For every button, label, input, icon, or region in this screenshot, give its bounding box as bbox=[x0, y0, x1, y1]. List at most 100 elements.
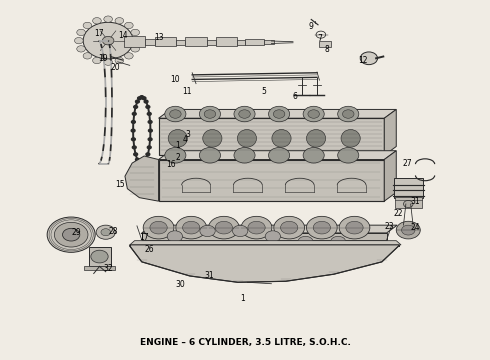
Text: 16: 16 bbox=[166, 159, 175, 168]
Text: 29: 29 bbox=[71, 229, 81, 238]
Circle shape bbox=[104, 16, 113, 22]
Circle shape bbox=[233, 225, 248, 237]
Circle shape bbox=[142, 97, 146, 100]
Circle shape bbox=[140, 96, 144, 99]
Circle shape bbox=[140, 163, 144, 166]
Circle shape bbox=[199, 148, 220, 163]
Circle shape bbox=[146, 105, 150, 108]
Circle shape bbox=[115, 57, 123, 64]
Polygon shape bbox=[245, 39, 264, 45]
Circle shape bbox=[148, 138, 152, 141]
Circle shape bbox=[273, 110, 285, 118]
Polygon shape bbox=[176, 40, 185, 45]
Circle shape bbox=[338, 106, 359, 122]
Circle shape bbox=[138, 97, 142, 100]
Text: 14: 14 bbox=[118, 31, 127, 40]
Polygon shape bbox=[130, 241, 401, 245]
Circle shape bbox=[148, 129, 152, 132]
Circle shape bbox=[204, 110, 216, 118]
Circle shape bbox=[241, 216, 272, 239]
Text: 28: 28 bbox=[108, 227, 118, 236]
Circle shape bbox=[102, 36, 114, 45]
Text: 26: 26 bbox=[144, 246, 154, 255]
Bar bbox=[394, 178, 423, 198]
Polygon shape bbox=[237, 40, 245, 45]
Circle shape bbox=[248, 221, 265, 234]
Circle shape bbox=[183, 221, 200, 234]
Circle shape bbox=[47, 217, 95, 252]
Text: 24: 24 bbox=[411, 223, 420, 232]
Circle shape bbox=[134, 105, 138, 108]
Circle shape bbox=[93, 57, 101, 64]
Bar bbox=[319, 41, 331, 47]
Circle shape bbox=[63, 228, 80, 241]
Text: ENGINE – 6 CYLINDER, 3.5 LITRE, S.O.H.C.: ENGINE – 6 CYLINDER, 3.5 LITRE, S.O.H.C. bbox=[140, 338, 350, 347]
Circle shape bbox=[303, 148, 324, 163]
Text: 5: 5 bbox=[262, 87, 267, 96]
Circle shape bbox=[265, 231, 281, 242]
Polygon shape bbox=[125, 156, 159, 201]
Polygon shape bbox=[185, 37, 207, 46]
Circle shape bbox=[96, 225, 115, 239]
Ellipse shape bbox=[341, 130, 360, 147]
Circle shape bbox=[396, 221, 420, 239]
Polygon shape bbox=[159, 159, 384, 201]
Ellipse shape bbox=[203, 130, 222, 147]
Circle shape bbox=[115, 18, 123, 24]
Text: 19: 19 bbox=[98, 54, 108, 63]
Circle shape bbox=[131, 46, 140, 52]
Polygon shape bbox=[142, 233, 387, 240]
Text: 8: 8 bbox=[324, 45, 329, 54]
Text: 17: 17 bbox=[139, 233, 149, 242]
Circle shape bbox=[165, 106, 186, 122]
Bar bbox=[84, 266, 115, 270]
Circle shape bbox=[165, 148, 186, 163]
Text: 23: 23 bbox=[384, 222, 394, 231]
Circle shape bbox=[269, 106, 290, 122]
Text: 17: 17 bbox=[94, 29, 103, 38]
Circle shape bbox=[403, 201, 413, 207]
Circle shape bbox=[124, 53, 133, 59]
Text: 10: 10 bbox=[171, 75, 180, 84]
Circle shape bbox=[306, 216, 337, 239]
Polygon shape bbox=[159, 151, 396, 159]
Circle shape bbox=[150, 221, 167, 234]
Text: 22: 22 bbox=[394, 209, 403, 218]
Circle shape bbox=[209, 216, 239, 239]
Circle shape bbox=[339, 216, 370, 239]
Text: 30: 30 bbox=[175, 280, 185, 289]
Circle shape bbox=[101, 229, 111, 236]
Text: 13: 13 bbox=[154, 33, 163, 42]
Bar bbox=[395, 197, 422, 208]
Circle shape bbox=[142, 162, 146, 165]
Circle shape bbox=[93, 18, 101, 24]
Circle shape bbox=[170, 110, 181, 118]
Text: 31: 31 bbox=[204, 271, 214, 280]
Circle shape bbox=[148, 121, 152, 123]
Text: 20: 20 bbox=[111, 63, 120, 72]
Circle shape bbox=[330, 236, 346, 248]
Circle shape bbox=[138, 162, 142, 165]
Circle shape bbox=[274, 216, 305, 239]
Circle shape bbox=[176, 216, 207, 239]
Circle shape bbox=[134, 153, 138, 156]
Ellipse shape bbox=[237, 130, 257, 147]
Text: 27: 27 bbox=[402, 158, 412, 167]
Circle shape bbox=[199, 106, 220, 122]
Polygon shape bbox=[384, 151, 396, 201]
Circle shape bbox=[234, 148, 255, 163]
Circle shape bbox=[136, 100, 139, 103]
Bar bbox=[89, 247, 111, 266]
Circle shape bbox=[83, 22, 133, 59]
Text: 32: 32 bbox=[103, 264, 113, 273]
Text: 15: 15 bbox=[115, 180, 125, 189]
Text: 12: 12 bbox=[358, 55, 368, 64]
Circle shape bbox=[147, 112, 151, 115]
Circle shape bbox=[200, 225, 215, 237]
Polygon shape bbox=[142, 225, 397, 233]
Text: 1: 1 bbox=[175, 141, 180, 150]
Circle shape bbox=[124, 22, 133, 28]
Circle shape bbox=[131, 129, 135, 132]
Circle shape bbox=[281, 221, 298, 234]
Circle shape bbox=[54, 222, 88, 247]
